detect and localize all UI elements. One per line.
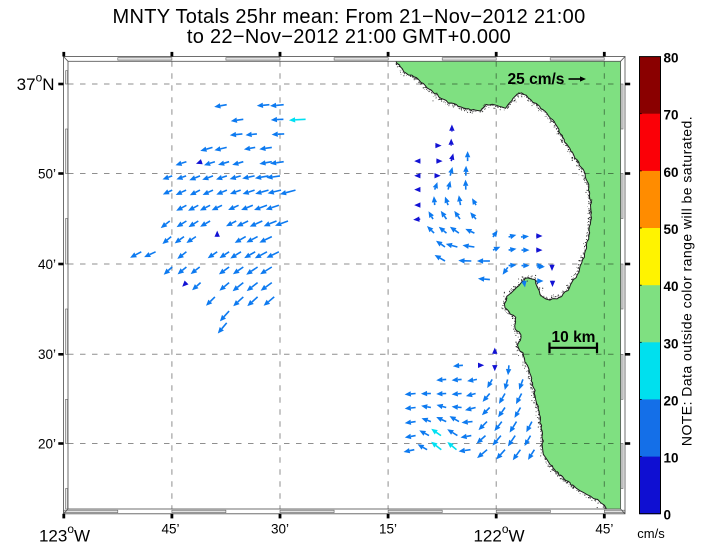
svg-text:15’: 15’ [379, 522, 397, 537]
svg-text:0: 0 [664, 508, 672, 523]
svg-text:45’: 45’ [161, 522, 179, 537]
svg-text:30’: 30’ [38, 347, 56, 362]
svg-text:30’: 30’ [271, 522, 289, 537]
svg-text:122oW: 122oW [473, 522, 524, 546]
svg-text:to 22−Nov−2012 21:00 GMT+0.000: to 22−Nov−2012 21:00 GMT+0.000 [187, 26, 511, 48]
svg-text:50: 50 [664, 222, 679, 237]
svg-text:10 km: 10 km [552, 329, 596, 346]
svg-text:25 cm/s: 25 cm/s [508, 71, 565, 88]
svg-text:70: 70 [664, 108, 679, 123]
svg-text:37oN: 37oN [17, 71, 55, 95]
svg-text:40’: 40’ [38, 257, 56, 272]
svg-text:10: 10 [664, 451, 679, 466]
svg-text:60: 60 [664, 165, 679, 180]
svg-text:20: 20 [664, 393, 679, 408]
svg-text:cm/s: cm/s [637, 526, 665, 541]
svg-text:NOTE: Data outside color range: NOTE: Data outside color range will be s… [679, 116, 695, 446]
svg-text:50’: 50’ [38, 166, 56, 181]
svg-text:MNTY Totals 25hr mean: From 21: MNTY Totals 25hr mean: From 21−Nov−2012 … [112, 6, 585, 28]
svg-text:40: 40 [664, 279, 679, 294]
svg-text:20’: 20’ [38, 436, 56, 451]
svg-text:123oW: 123oW [39, 522, 90, 546]
svg-text:30: 30 [664, 336, 679, 351]
svg-text:80: 80 [664, 51, 679, 66]
svg-text:45’: 45’ [595, 522, 613, 537]
